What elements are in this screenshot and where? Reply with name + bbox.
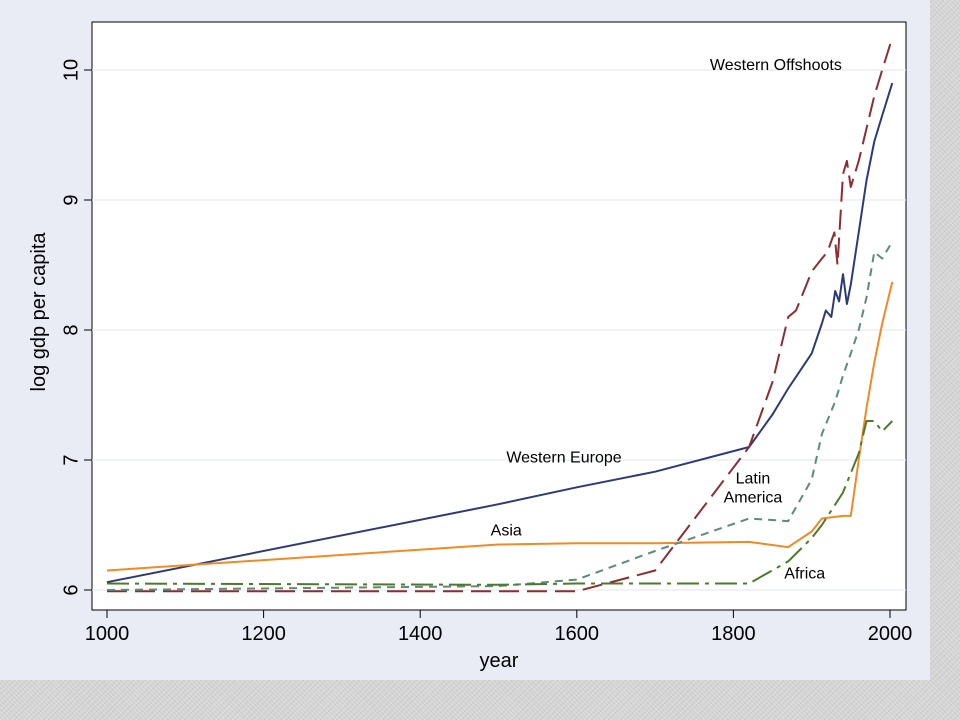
x-axis-title: year (480, 650, 519, 672)
plot-area (91, 21, 907, 611)
x-tick-label-1800: 1800 (711, 623, 756, 645)
series-line-africa (106, 420, 894, 586)
series-line-western-europe (106, 82, 894, 584)
axes: 6 7 8 9 10 1000 1200 1400 1600 1800 2000 (60, 59, 912, 645)
slide-background: Western Offshoots Western Europe Latin Amer… (0, 0, 930, 680)
x-tick-label-1000: 1000 (85, 623, 130, 645)
series-label-western-offshoots: Western Offshoots (710, 57, 842, 74)
x-tick-label-1600: 1600 (555, 623, 600, 645)
series-lines (106, 37, 894, 593)
series-label-western-europe: Western Europe (506, 450, 621, 467)
x-tick-label-1400: 1400 (398, 623, 443, 645)
series-label-asia: Asia (491, 522, 522, 539)
y-axis-title: log gdp per capita (28, 232, 50, 392)
y-tick-label-7: 7 (60, 454, 82, 465)
y-tick-label-6: 6 (60, 584, 82, 595)
series-line-western-offshoots (107, 37, 894, 593)
x-tick-label-1200: 1200 (241, 623, 286, 645)
y-tick-label-8: 8 (60, 324, 82, 335)
series-label-africa: Africa (784, 565, 825, 582)
series-annotations: Western Offshoots Western Europe Latin Amer… (491, 57, 842, 582)
y-tick-label-10: 10 (60, 59, 82, 81)
x-tick-label-2000: 2000 (868, 623, 913, 645)
gridlines (92, 69, 906, 591)
line-chart: Western Offshoots Western Europe Latin Amer… (28, 21, 912, 672)
y-tick-label-9: 9 (60, 194, 82, 205)
series-line-latin-america (106, 241, 894, 591)
series-label-latin-america: Latin America (724, 470, 783, 506)
series-line-asia (106, 281, 894, 572)
